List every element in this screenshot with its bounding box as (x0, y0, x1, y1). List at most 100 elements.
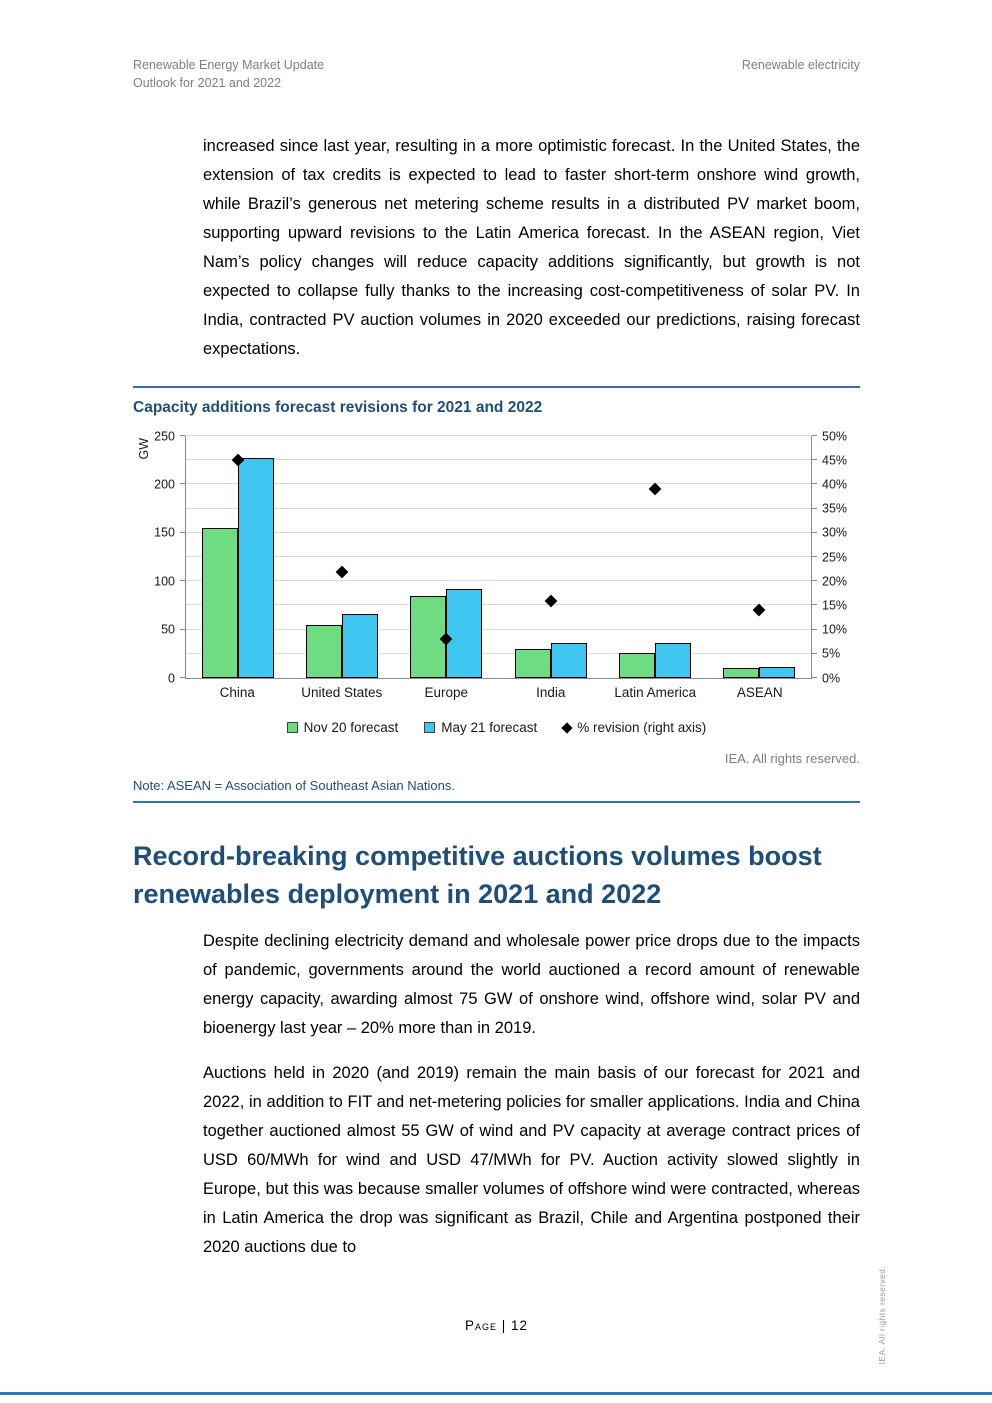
revision-marker-icon (752, 603, 766, 617)
right-axis-tickmark (812, 604, 817, 606)
revision-marker-icon (648, 482, 662, 496)
revision-marker-icon (544, 594, 557, 607)
chart-note: Note: ASEAN = Association of Southeast A… (133, 778, 455, 793)
legend-item: % revision (right axis) (561, 720, 707, 735)
gridline (186, 459, 811, 461)
bar-group-china (186, 436, 290, 678)
gridline (186, 531, 811, 533)
bar (446, 588, 483, 678)
bar (514, 648, 551, 678)
legend-item: May 21 forecast (424, 720, 537, 735)
right-axis-tickmark (812, 483, 817, 485)
bar-group-europe (394, 436, 498, 678)
bar-group-latin-america (603, 436, 707, 678)
legend-label: May 21 forecast (441, 720, 538, 735)
bar (654, 643, 691, 678)
x-axis-label: ASEAN (736, 685, 783, 700)
right-axis-tick-label: 30% (822, 525, 848, 540)
right-axis-ticks: 0% 5% 10% 15% 20% 25% 30% 35% 40% 45% 50% (812, 430, 860, 684)
header-report-title: Renewable Energy Market Update (133, 58, 325, 72)
left-axis-ticks: GW 0 50 100 150 200 250 (133, 430, 185, 684)
right-axis-tick-label: 40% (822, 477, 848, 492)
gridline (186, 435, 811, 436)
legend-swatch-icon (286, 722, 298, 733)
rule-above-chart (133, 386, 860, 388)
left-axis-tickmark (180, 483, 185, 485)
gridline (186, 507, 811, 509)
left-axis-title: GW (137, 438, 151, 460)
right-axis-tickmark (812, 531, 817, 533)
right-axis-tick-label: 50% (822, 428, 848, 443)
x-axis-label: China (219, 685, 255, 700)
vertical-copyright-note: IEA. All rights reserved. (877, 1266, 887, 1365)
header-left: Renewable Energy Market Update Outlook f… (133, 56, 324, 92)
left-axis-tickmark (180, 677, 185, 678)
right-axis-tickmark (812, 459, 817, 461)
left-axis-tick-label: 100 (154, 573, 175, 588)
gridline (186, 604, 811, 606)
right-axis-tickmark (812, 556, 817, 557)
legend-label: Nov 20 forecast (303, 720, 399, 735)
right-axis-tickmark (812, 677, 817, 678)
right-axis-tick-label: 5% (822, 646, 841, 661)
page-number: Page | 12 (464, 1318, 529, 1333)
right-axis-tickmark (812, 652, 817, 654)
right-axis-tick-label: 25% (822, 549, 848, 564)
left-axis-tickmark (180, 435, 185, 436)
section-heading: Record-breaking competitive auctions vol… (133, 841, 822, 909)
right-axis-tick-label: 15% (822, 598, 848, 613)
legend-item: Nov 20 forecast (286, 720, 399, 735)
bar (550, 643, 587, 678)
right-axis-tick-label: 0% (822, 670, 841, 685)
legend-diamond-icon (561, 721, 573, 734)
gridline (186, 628, 811, 630)
revision-marker-icon (335, 565, 349, 578)
bottom-page-rule (0, 1392, 992, 1395)
chart-attribution: IEA. All rights reserved. (724, 751, 860, 766)
bar-group-asean (707, 436, 811, 678)
right-axis-tick-label: 35% (822, 501, 848, 516)
section-paragraph-1: Despite declining electricity demand and… (203, 932, 860, 1037)
page-content: Renewable Energy Market Update Outlook f… (133, 0, 860, 1333)
right-axis-tick-label: 20% (822, 573, 848, 588)
gridline (186, 580, 811, 582)
intro-paragraph: increased since last year, resulting in … (203, 137, 860, 358)
x-axis-label: United States (301, 685, 383, 700)
left-axis-tick-label: 50 (161, 622, 175, 637)
left-axis-tick-label: 150 (154, 525, 175, 540)
x-axis-label: Europe (424, 685, 469, 700)
gridline (186, 483, 811, 485)
x-axis-labels: China United States Europe India Latin Ameri… (185, 685, 812, 700)
left-axis-tick-label: 0 (168, 670, 175, 685)
x-axis-label: Latin America (614, 685, 697, 700)
rule-below-note (133, 801, 860, 803)
header-section-label: Renewable electricity (741, 58, 860, 72)
left-axis-tick-label: 200 (154, 477, 175, 492)
bar (306, 624, 343, 678)
bar (758, 667, 795, 678)
right-axis-tick-label: 45% (822, 452, 848, 467)
right-axis-tickmark (812, 628, 817, 630)
header-report-subtitle: Outlook for 2021 and 2022 (133, 76, 282, 90)
chart-plot (185, 435, 812, 679)
bar-group-united-states (290, 436, 394, 678)
bar (202, 527, 239, 678)
bar-group-india (499, 436, 603, 678)
bar (342, 614, 379, 678)
right-axis-tickmark (812, 435, 817, 436)
chart-title: Capacity additions forecast revisions fo… (133, 399, 543, 416)
right-axis-tick-label: 10% (822, 622, 848, 637)
legend-label: % revision (right axis) (577, 720, 707, 735)
gridline (186, 652, 811, 654)
legend-swatch-icon (424, 722, 436, 733)
bar (238, 458, 275, 678)
chart-legend: Nov 20 forecast May 21 forecast % revision… (133, 720, 860, 735)
gridline (186, 556, 811, 557)
bar (722, 668, 759, 678)
left-axis-tickmark (180, 628, 185, 630)
left-axis-tickmark (180, 531, 185, 533)
chart: GW 0 50 100 150 200 250 0% 5% 10% 15% 20% 25% 30% 35… (133, 430, 860, 684)
x-axis-label: India (536, 685, 566, 700)
page-header: Renewable Energy Market Update Outlook f… (133, 56, 860, 92)
